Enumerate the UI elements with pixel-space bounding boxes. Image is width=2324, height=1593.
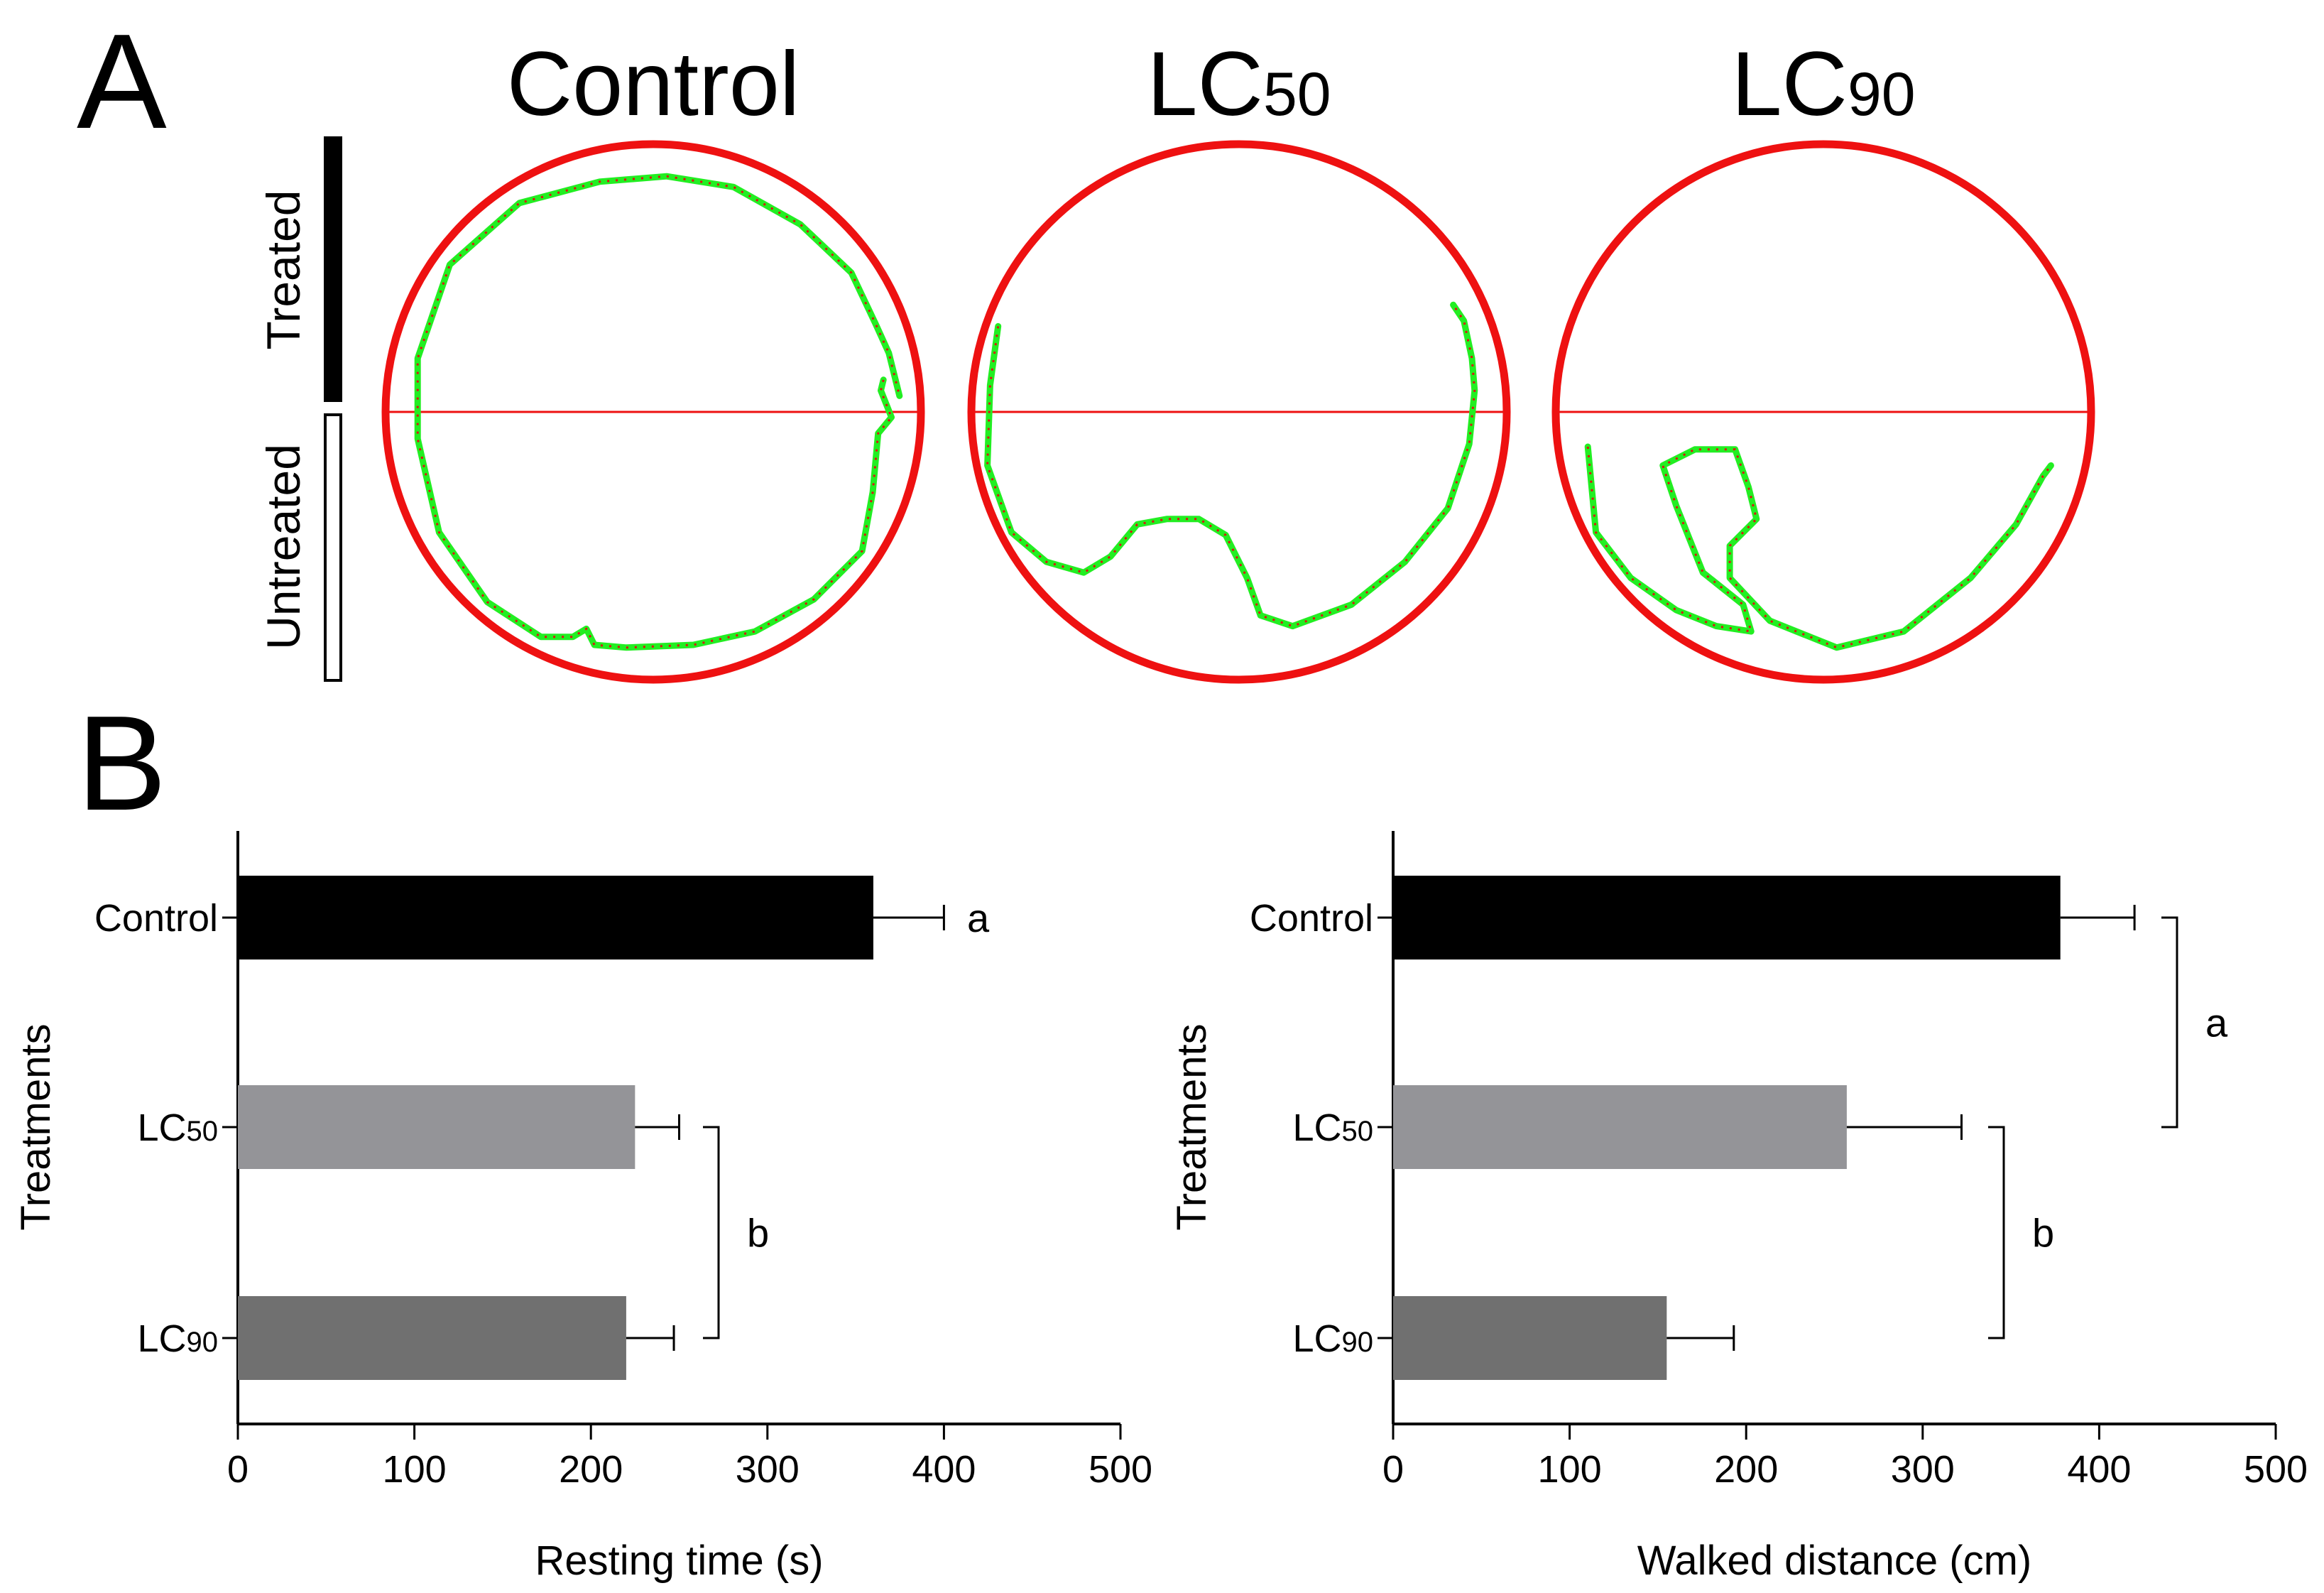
bar-3 [238, 1296, 626, 1380]
significance-bracket [703, 1126, 720, 1339]
x-tick-label: 200 [559, 1448, 623, 1491]
x-tick-label: 300 [1891, 1448, 1955, 1491]
panel-a-letter: A [77, 6, 167, 157]
panel-a-arenas: Control LC50 LC90 [381, 33, 2095, 684]
arena-boundary [381, 140, 925, 684]
movement-track-points [1586, 446, 2052, 649]
arena-title-main: LC [1731, 33, 1848, 135]
arena-boundary [1551, 140, 2095, 684]
bar-2 [1393, 1085, 1847, 1169]
treated-zone-bar [324, 136, 342, 402]
resting-time-chart: Control LC50 LC90 0 100 200 300 400 500 Resting t… [13, 831, 1152, 1584]
walked-distance-chart: Control LC50 LC90 0 100 200 300 400 500 Walked di… [1169, 831, 2308, 1584]
significance-letter: a [967, 896, 990, 940]
y-tick-label-3: LC90 [137, 1317, 218, 1360]
y-tick-label-2: LC50 [1292, 1107, 1373, 1149]
significance-letter: b [2032, 1211, 2054, 1256]
arena-3: LC90 [1551, 33, 2095, 684]
arena-title-subscript: 90 [1848, 60, 1916, 129]
x-tick-label: 0 [227, 1448, 249, 1491]
bar-3 [1393, 1296, 1667, 1380]
y-axis-title: Treatments [13, 1023, 59, 1230]
x-tick-label: 200 [1714, 1448, 1778, 1491]
untreated-zone-bar [324, 413, 342, 682]
treated-zone-label: Treated [257, 190, 310, 349]
movement-track [984, 301, 1478, 630]
y-tick-label-3: LC90 [1292, 1317, 1373, 1360]
bar-2 [238, 1085, 635, 1169]
x-tick-label: 0 [1382, 1448, 1404, 1491]
zone-legend: Treated Untreated [257, 136, 342, 682]
y-tick-label-1: Control [1250, 897, 1373, 940]
x-tick-label: 100 [1538, 1448, 1602, 1491]
arena-title-main: LC [1147, 33, 1263, 135]
x-tick-label: 500 [2244, 1448, 2308, 1491]
y-tick-label-1: Control [94, 897, 218, 940]
significance-bracket [1988, 1126, 2005, 1339]
arena-boundary [967, 140, 1511, 684]
movement-track [414, 173, 903, 651]
significance-letter: a [2205, 1001, 2228, 1045]
arena-1: Control [381, 33, 925, 684]
arena-title: LC90 [1731, 33, 1915, 135]
bar-1 [1393, 876, 2061, 959]
arena-title-main: Control [507, 33, 800, 135]
significance-bracket [2161, 916, 2178, 1129]
untreated-zone-label: Untreated [257, 444, 310, 650]
x-tick-label: 300 [736, 1448, 800, 1491]
significance-letter: b [747, 1211, 769, 1256]
y-axis-title: Treatments [1169, 1023, 1215, 1230]
arena-title-subscript: 50 [1263, 60, 1331, 129]
panel-b-letter: B [77, 688, 167, 839]
x-tick-label: 400 [912, 1448, 976, 1491]
bar-1 [238, 876, 873, 959]
x-tick-label: 500 [1089, 1448, 1152, 1491]
movement-track-points [986, 304, 1476, 628]
y-tick-label-2: LC50 [137, 1107, 218, 1149]
x-axis-title: Walked distance (cm) [1637, 1538, 2031, 1584]
x-tick-label: 100 [383, 1448, 447, 1491]
arena-title: Control [507, 33, 800, 135]
arena-2: LC50 [967, 33, 1511, 684]
x-tick-label: 400 [2067, 1448, 2131, 1491]
x-axis-title: Resting time (s) [535, 1538, 823, 1584]
arena-title: LC50 [1147, 33, 1331, 135]
